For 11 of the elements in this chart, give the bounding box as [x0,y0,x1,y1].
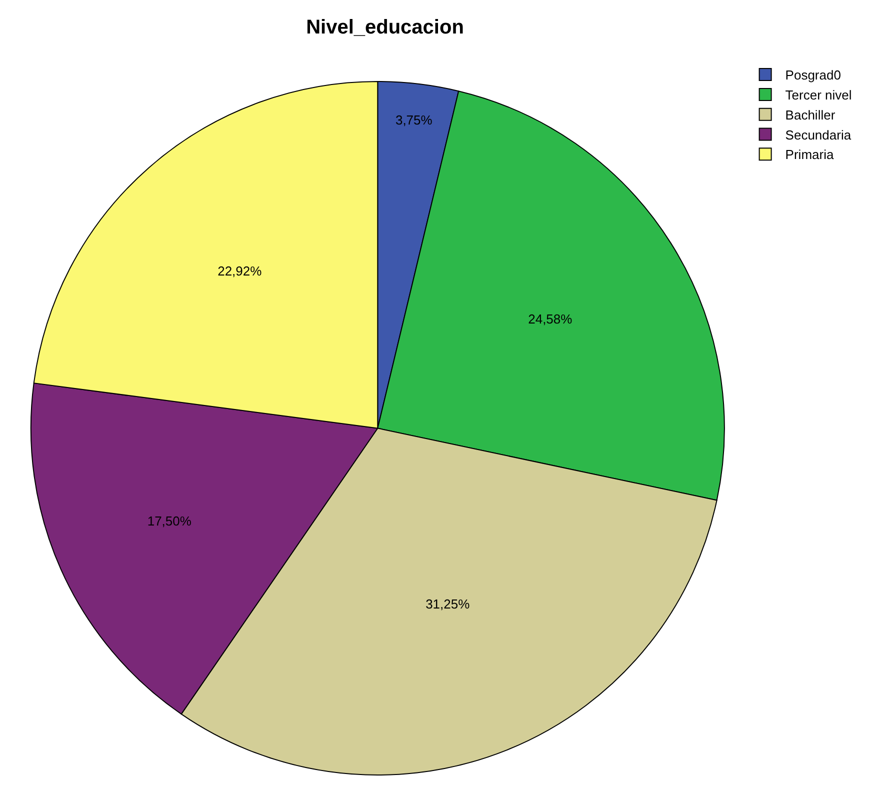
data-label: 31,25% [426,596,470,612]
legend-label: Tercer nivel [785,88,852,103]
data-label: 3,75% [395,112,433,128]
legend-label: Primaria [785,147,834,162]
data-label: 22,92% [218,264,262,279]
legend-label: Secundaria [785,127,852,142]
data-label: 17,50% [147,513,192,528]
data-label: 24,58% [528,312,573,327]
chart-title: Nivel_educacion [306,16,464,39]
legend-label: Bachiller [785,107,836,122]
legend-label: Posgrad0 [785,68,841,83]
